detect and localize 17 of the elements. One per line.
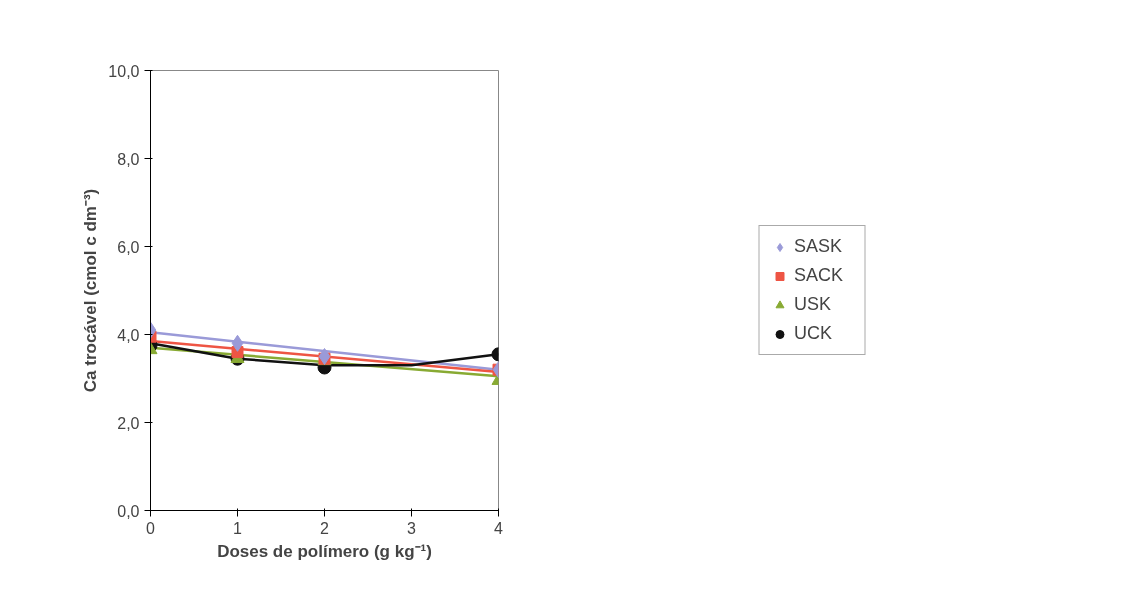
x-tick-label: 3 — [407, 519, 417, 537]
legend-label: SASK — [794, 236, 844, 257]
legend-label: SACK — [794, 265, 845, 286]
y-tick-label: 4,0 — [117, 326, 140, 344]
x-tick-label: 2 — [320, 519, 330, 537]
y-tick-label: 2,0 — [117, 414, 140, 432]
x-tick-label: 4 — [494, 519, 504, 537]
y-axis-title: Ca trocável (cmol c dm⁻³) — [81, 188, 101, 393]
y-tick-label: 10,0 — [108, 62, 140, 80]
y-tick-label: 6,0 — [117, 238, 140, 256]
legend-label: UCK — [794, 323, 833, 344]
x-tick-label: 0 — [146, 519, 156, 537]
x-tick-label: 1 — [233, 519, 243, 537]
legend-label: USK — [794, 294, 832, 315]
y-tick-label: 8,0 — [117, 150, 140, 168]
y-tick-label: 0,0 — [117, 502, 140, 520]
x-axis-title: Doses de polímero (g kg⁻¹) — [217, 541, 432, 561]
